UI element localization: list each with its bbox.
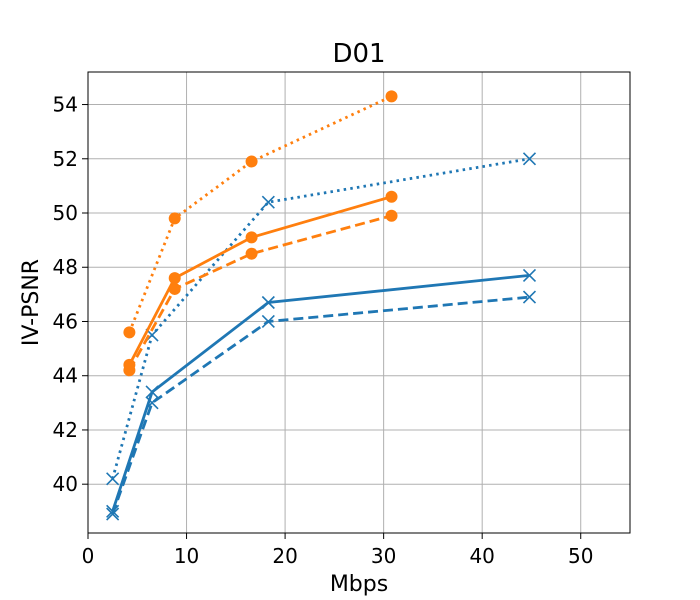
data-point bbox=[385, 190, 398, 203]
data-point bbox=[385, 90, 398, 103]
y-tick-label: 42 bbox=[53, 418, 78, 442]
data-point bbox=[106, 472, 120, 486]
data-point bbox=[261, 195, 275, 209]
y-tick-label: 40 bbox=[53, 472, 78, 496]
series-line-orange-dotted bbox=[128, 95, 393, 333]
x-tick-label: 50 bbox=[568, 544, 593, 568]
data-point bbox=[522, 268, 537, 282]
chart-title: D01 bbox=[332, 39, 385, 69]
data-point bbox=[106, 507, 120, 521]
series-line-orange-solid bbox=[128, 195, 392, 366]
data-point bbox=[245, 247, 258, 260]
x-tick-label: 10 bbox=[174, 544, 199, 568]
data-point bbox=[168, 212, 181, 225]
data-point bbox=[145, 385, 159, 399]
x-tick-label: 40 bbox=[469, 544, 494, 568]
data-point bbox=[145, 396, 159, 410]
x-axis-label: Mbps bbox=[330, 572, 388, 597]
y-tick-label: 44 bbox=[53, 364, 78, 388]
series-orange-solid bbox=[123, 190, 398, 371]
series-line-blue-dashed bbox=[111, 295, 530, 515]
data-point bbox=[245, 155, 258, 168]
series-blue-dotted bbox=[106, 152, 537, 486]
grid bbox=[87, 72, 630, 533]
series-line-blue-dotted bbox=[111, 157, 530, 480]
series-layer bbox=[106, 90, 537, 521]
series-blue-solid bbox=[106, 268, 537, 518]
series-line-orange-dashed bbox=[128, 214, 392, 371]
data-point bbox=[522, 290, 537, 304]
data-point bbox=[245, 231, 258, 244]
data-point bbox=[261, 295, 275, 310]
data-point bbox=[123, 364, 136, 377]
data-point bbox=[168, 282, 181, 295]
y-tick-label: 48 bbox=[53, 255, 78, 279]
y-tick-label: 54 bbox=[53, 93, 78, 117]
y-tick-label: 50 bbox=[53, 201, 78, 225]
series-blue-dashed bbox=[106, 290, 537, 521]
plot-frame bbox=[87, 71, 631, 534]
x-tick-label: 30 bbox=[371, 544, 396, 568]
series-orange-dotted bbox=[123, 90, 398, 339]
y-axis-label: IV-PSNR bbox=[19, 259, 44, 346]
series-orange-dashed bbox=[123, 209, 398, 377]
data-point bbox=[123, 326, 136, 339]
x-tick-label: 20 bbox=[272, 544, 297, 568]
ticks: 0 10 20 30 40 50 40 42 44 46 48 50 52 54 bbox=[53, 93, 594, 568]
y-tick-label: 46 bbox=[53, 309, 78, 333]
data-point bbox=[168, 272, 181, 285]
data-point bbox=[522, 152, 537, 166]
y-tick-label: 52 bbox=[53, 147, 78, 171]
x-tick-label: 0 bbox=[82, 544, 95, 568]
data-point bbox=[261, 314, 275, 329]
data-point bbox=[385, 209, 398, 222]
series-line-blue-solid bbox=[111, 274, 530, 512]
